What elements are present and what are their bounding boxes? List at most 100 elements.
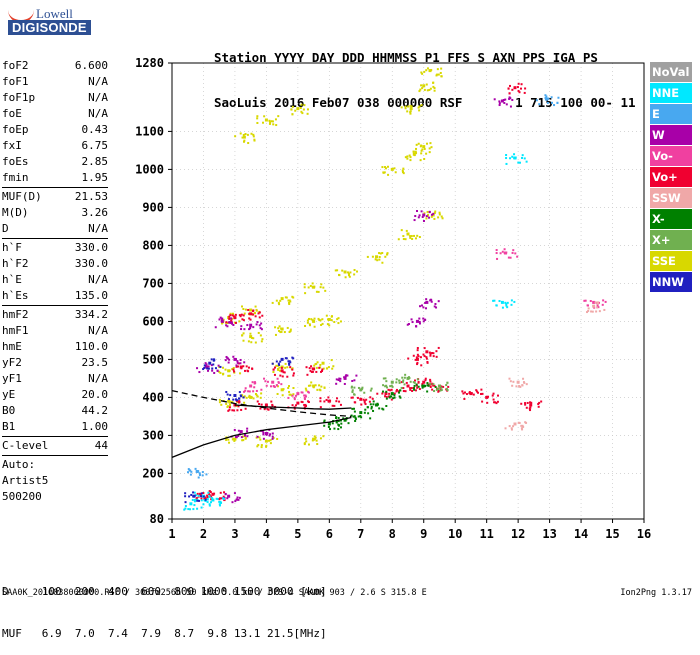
- x-tick-label: 3: [231, 527, 238, 541]
- header-value-7: 1: [515, 95, 531, 110]
- point-vo--6: [406, 384, 410, 388]
- param-label: fmin: [2, 171, 29, 184]
- param-note-1: Artist5: [2, 474, 49, 487]
- legend-item-vo-: Vo-: [650, 146, 692, 166]
- point-cluster-ssw: [586, 301, 606, 314]
- point-sse-28: [233, 437, 237, 441]
- point-cluster-vo-: [397, 381, 421, 393]
- point-cluster-x-: [382, 389, 402, 400]
- muf-label: MUF: [2, 627, 29, 640]
- point-cluster-vo-: [350, 396, 374, 406]
- point-cluster-vo-: [376, 388, 398, 401]
- point-cluster-sse: [397, 229, 421, 241]
- point-cluster-nne: [183, 498, 203, 511]
- y-tick-label: 400: [142, 390, 164, 404]
- param-row-group3-0: h`F 330.0: [2, 240, 108, 256]
- distance-value-3: 600: [127, 585, 161, 598]
- muf-row: MUF 6.9 7.0 7.4 7.9 8.7 9.8 13.1 21.5[MH…: [2, 627, 327, 641]
- param-label: yE: [2, 388, 16, 401]
- param-value: N/A: [88, 273, 108, 286]
- legend-item-x-: X-: [650, 209, 692, 229]
- header-label-8: AXN: [492, 50, 523, 65]
- param-divider: [2, 455, 108, 456]
- point-cluster-vo-: [263, 377, 283, 388]
- param-value: 6.75: [81, 139, 109, 152]
- param-value: N/A: [88, 75, 108, 88]
- param-row-group1-7: fmin 1.95: [2, 170, 108, 186]
- param-label: hmF1: [2, 324, 29, 337]
- point-x--0: [343, 418, 347, 422]
- param-value: N/A: [88, 91, 108, 104]
- point-w-8: [425, 300, 429, 304]
- y-tick-label: 1100: [135, 124, 164, 138]
- distance-value-4: 800: [161, 585, 195, 598]
- distance-label: D: [2, 585, 29, 598]
- point-cluster-sse: [303, 282, 327, 295]
- param-value: 21.53: [74, 190, 108, 203]
- param-divider: [2, 436, 108, 437]
- param-label: h`F: [2, 241, 22, 254]
- header-value-0: SaoLuis: [214, 95, 275, 110]
- point-cluster-sse: [418, 81, 436, 93]
- header-value-9: 100: [560, 95, 591, 110]
- x-tick-label: 13: [542, 527, 556, 541]
- distance-value-2: 400: [94, 585, 128, 598]
- polarization-legend: NoVal NNE E W Vo- Vo+ SSW X- X+ SSE NNW: [650, 62, 692, 293]
- param-row-group4-1: hmF1 N/A: [2, 323, 108, 339]
- param-row-group3-3: h`Es 135.0: [2, 288, 108, 304]
- y-tick-label: 300: [142, 428, 164, 442]
- header-label-11: PS: [582, 50, 598, 65]
- point-cluster-sse: [218, 366, 242, 377]
- point-cluster-ssw: [504, 421, 528, 431]
- legend-item-w: W: [650, 125, 692, 145]
- x-tick-label: 15: [605, 527, 619, 541]
- point-cluster-x-: [412, 382, 437, 393]
- param-row-group4-5: yE 20.0: [2, 387, 108, 403]
- x-tick-label: 5: [294, 527, 301, 541]
- param-value: N/A: [88, 324, 108, 337]
- point-sse-20: [422, 84, 426, 88]
- point-cluster-sse: [366, 251, 389, 264]
- param-value: 1.00: [81, 420, 109, 433]
- x-tick-label: 16: [637, 527, 651, 541]
- point-w-4: [220, 319, 224, 323]
- header-values-row: SaoLuis 2016 Feb07 038 000000 RSF 1 715 …: [214, 95, 643, 110]
- version-text: Ion2Png 1.3.17: [620, 588, 692, 598]
- point-cluster-vo-: [240, 308, 264, 321]
- point-w-5: [249, 323, 253, 327]
- param-label: foEs: [2, 155, 29, 168]
- param-value: 330.0: [74, 257, 108, 270]
- muf-value-2: 7.4: [94, 627, 128, 640]
- point-ssw-1: [516, 380, 520, 384]
- point-vo--2: [296, 392, 300, 396]
- point-x--2: [375, 403, 379, 407]
- point-cluster-w: [224, 355, 246, 367]
- point-sse-24: [422, 145, 426, 149]
- header-label-5: P1: [424, 50, 448, 65]
- param-label: foE: [2, 107, 22, 120]
- distance-value-8: [km]: [293, 585, 327, 598]
- point-cluster-vo-: [305, 365, 324, 376]
- point-cluster-sse: [274, 325, 292, 336]
- point-sse-29: [264, 439, 268, 443]
- param-label: MUF(D): [2, 190, 42, 203]
- point-cluster-vo-: [481, 392, 499, 405]
- header-label-3: DDD: [341, 50, 373, 65]
- param-label: C-level: [2, 439, 49, 452]
- header-label-7: S: [477, 50, 493, 65]
- distance-value-6: 1500: [227, 585, 261, 598]
- point-cluster-sse: [241, 331, 264, 344]
- param-value: 3.26: [81, 206, 109, 219]
- muf-table: D 100 200 400 600 800 1000 1500 3000 [km…: [2, 557, 327, 655]
- point-x--4: [422, 384, 426, 388]
- point-vo--20: [198, 492, 202, 496]
- legend-item-nne: NNE: [650, 83, 692, 103]
- point-cluster-sse: [420, 67, 443, 78]
- point-cluster-w: [240, 321, 263, 331]
- point-cluster-sse: [271, 295, 295, 306]
- x-tick-label: 9: [420, 527, 427, 541]
- header-value-10: 00-: [590, 95, 621, 110]
- digisonde-logo: Lowell DIGISONDE: [0, 0, 120, 44]
- param-label: foEp: [2, 123, 29, 136]
- y-tick-label: 800: [142, 238, 164, 252]
